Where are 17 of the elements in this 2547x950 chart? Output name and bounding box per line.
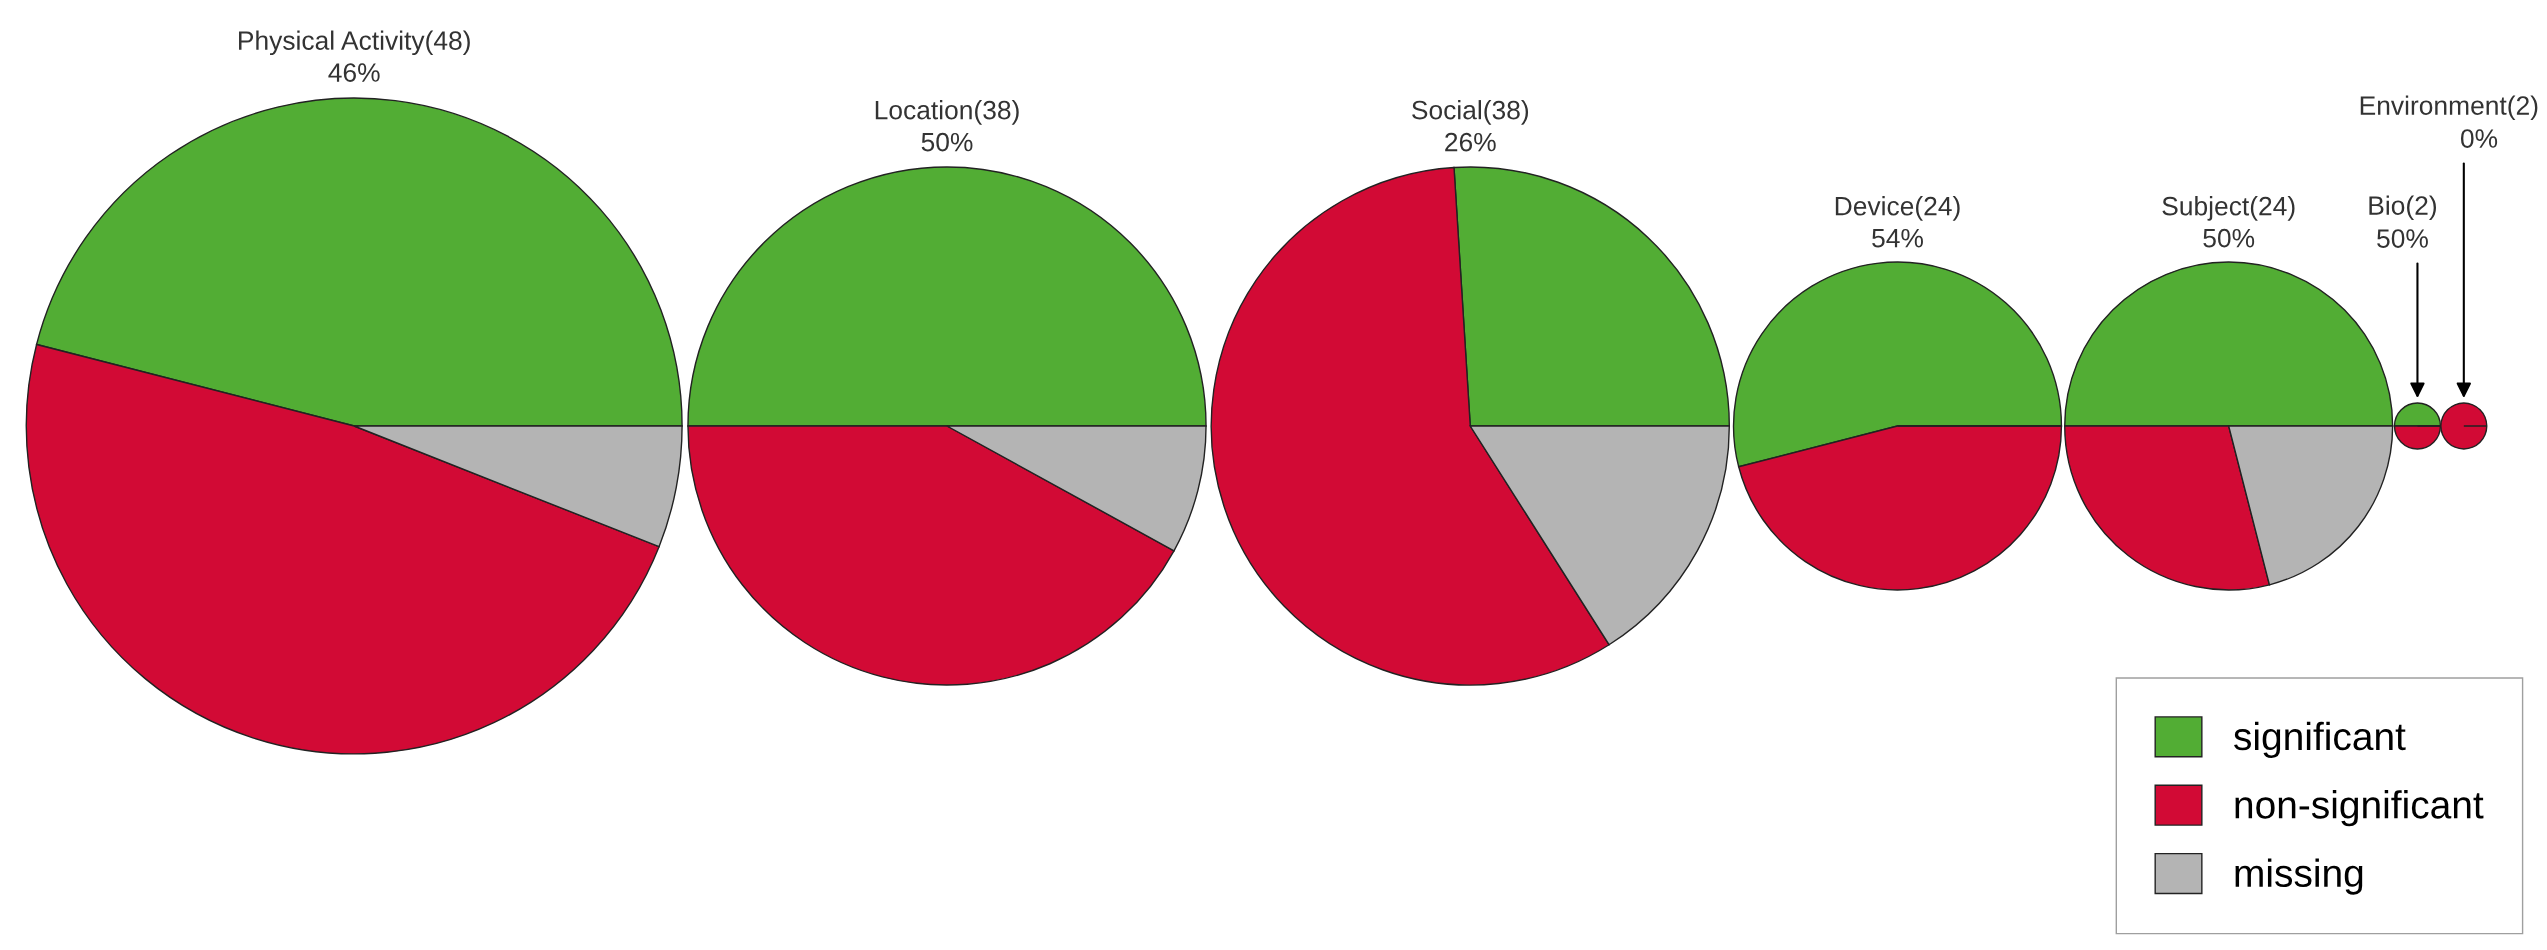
chart-subtitle: 46% <box>328 63 380 82</box>
chart-title: Device(24) <box>1835 196 1960 221</box>
chart-title: Subject(24) <box>2162 196 2295 221</box>
chart-title: Social(38) <box>1412 100 1529 125</box>
chart-title: Physical Activity(48) <box>239 30 470 56</box>
chart-subtitle: 54% <box>1872 228 1923 248</box>
chart-subtitle: 50% <box>2377 229 2428 248</box>
chart-subtitle: 50% <box>2203 228 2255 248</box>
legend-label: significant <box>2234 721 2406 758</box>
legend-label: missing <box>2235 858 2363 895</box>
chart-title: Environment(2) <box>2360 95 2538 121</box>
chart-title: Location(38) <box>875 100 1019 125</box>
chart-subtitle: 50% <box>921 132 973 152</box>
chart-subtitle: 26% <box>1445 132 1496 152</box>
chart-subtitle: 0% <box>2460 129 2498 148</box>
chart-title: Bio(2) <box>2369 195 2437 221</box>
legend-label: non-significant <box>2235 790 2484 827</box>
